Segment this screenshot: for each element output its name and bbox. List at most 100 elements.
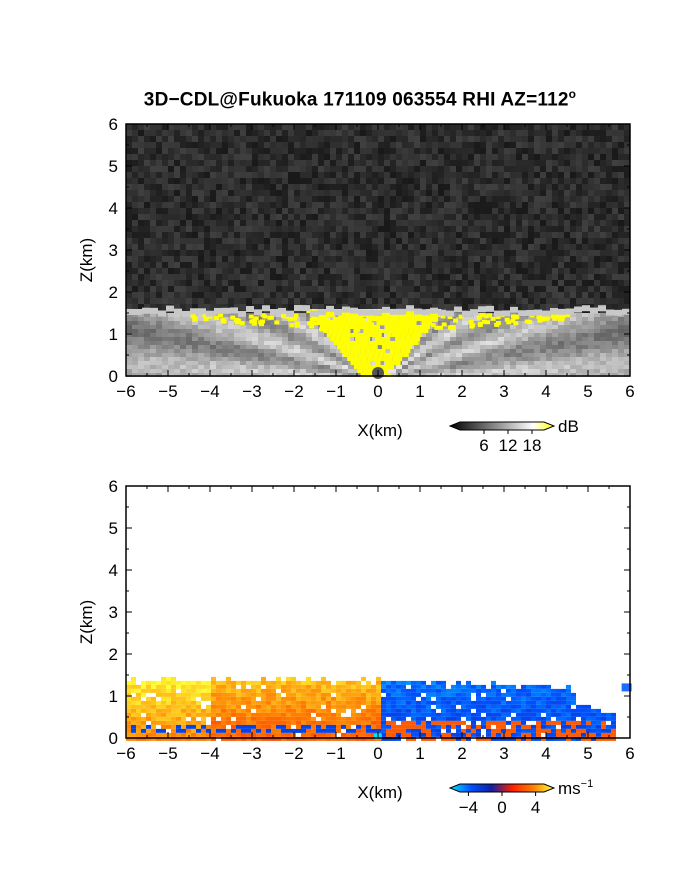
noise-cell — [516, 214, 522, 220]
noise-cell — [336, 172, 342, 178]
noise-cell — [174, 286, 180, 292]
noise-cell — [468, 292, 474, 298]
noise-cell — [528, 208, 534, 214]
signal-cell — [198, 349, 204, 353]
noise-cell — [162, 184, 168, 190]
noise-cell — [594, 268, 600, 274]
signal-cell — [624, 329, 630, 333]
signal-cell — [420, 349, 426, 353]
noise-cell — [348, 274, 354, 280]
noise-cell — [138, 220, 144, 226]
noise-cell — [186, 136, 192, 142]
noise-cell — [186, 178, 192, 184]
noise-cell — [132, 184, 138, 190]
noise-cell — [288, 298, 294, 304]
noise-cell — [444, 190, 450, 196]
signal-cell — [438, 321, 444, 325]
noise-cell — [312, 268, 318, 274]
signal-cell — [438, 317, 444, 321]
signal-cell — [516, 365, 522, 369]
noise-cell — [408, 244, 414, 250]
noise-cell — [276, 256, 282, 262]
noise-cell — [168, 226, 174, 232]
signal-cell — [426, 361, 432, 365]
signal-cell — [624, 341, 630, 345]
noise-cell — [222, 124, 228, 130]
signal-cell — [162, 337, 168, 341]
noise-cell — [618, 172, 624, 178]
noise-cell — [138, 178, 144, 184]
noise-cell — [180, 130, 186, 136]
noise-cell — [450, 124, 456, 130]
noise-cell — [270, 274, 276, 280]
noise-cell — [534, 208, 540, 214]
signal-cell — [480, 341, 486, 345]
signal-cell — [612, 325, 618, 329]
noise-cell — [606, 160, 612, 166]
noise-cell — [348, 214, 354, 220]
noise-cell — [366, 268, 372, 274]
noise-cell — [456, 220, 462, 226]
noise-cell — [438, 232, 444, 238]
noise-cell — [408, 172, 414, 178]
signal-cell — [474, 321, 480, 325]
noise-cell — [270, 220, 276, 226]
signal-cell — [282, 349, 288, 353]
noise-cell — [150, 130, 156, 136]
noise-cell — [474, 250, 480, 256]
noise-cell — [168, 136, 174, 142]
noise-cell — [546, 124, 552, 130]
signal-cell — [432, 365, 438, 369]
signal-cell — [486, 361, 492, 365]
signal-cell — [534, 341, 540, 345]
noise-cell — [432, 280, 438, 286]
signal-cell — [540, 345, 546, 349]
signal-cell — [474, 333, 480, 337]
noise-cell — [480, 154, 486, 160]
noise-cell — [486, 166, 492, 172]
signal-cell — [450, 317, 456, 321]
noise-cell — [552, 292, 558, 298]
noise-cell — [276, 154, 282, 160]
noise-cell — [438, 130, 444, 136]
noise-cell — [126, 124, 132, 130]
signal-cell — [432, 337, 438, 341]
noise-cell — [270, 292, 276, 298]
signal-cell — [204, 345, 210, 349]
noise-cell — [384, 148, 390, 154]
signal-cell — [582, 321, 588, 325]
signal-cell — [282, 321, 288, 325]
noise-cell — [546, 304, 552, 310]
signal-cell — [198, 357, 204, 361]
signal-cell — [624, 313, 630, 317]
noise-cell — [276, 178, 282, 184]
noise-cell — [408, 226, 414, 232]
signal-cell — [174, 329, 180, 333]
noise-cell — [174, 208, 180, 214]
signal-cell — [510, 329, 516, 333]
signal-cell — [468, 341, 474, 345]
noise-cell — [168, 190, 174, 196]
noise-cell — [252, 148, 258, 154]
signal-cell — [204, 353, 210, 357]
noise-cell — [234, 124, 240, 130]
noise-cell — [528, 196, 534, 202]
noise-cell — [318, 298, 324, 304]
noise-cell — [372, 172, 378, 178]
noise-cell — [588, 268, 594, 274]
noise-cell — [144, 178, 150, 184]
noise-cell — [606, 184, 612, 190]
noise-cell — [558, 202, 564, 208]
signal-cell — [270, 329, 276, 333]
noise-cell — [534, 160, 540, 166]
signal-cell — [204, 373, 210, 377]
noise-cell — [600, 172, 606, 178]
noise-cell — [558, 298, 564, 304]
noise-cell — [516, 184, 522, 190]
noise-cell — [126, 190, 132, 196]
noise-cell — [378, 292, 384, 298]
signal-cell — [606, 329, 612, 333]
signal-cell — [192, 365, 198, 369]
noise-cell — [414, 184, 420, 190]
noise-cell — [396, 154, 402, 160]
